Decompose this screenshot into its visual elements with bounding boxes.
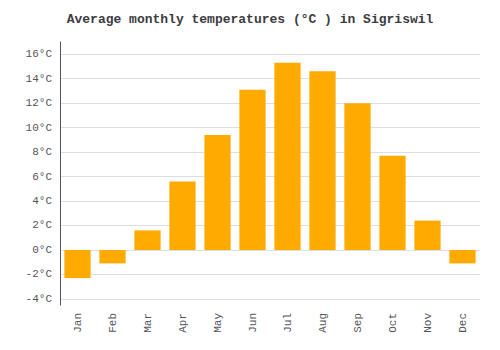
svg-text:Apr: Apr [177, 313, 189, 333]
svg-text:Oct: Oct [387, 313, 399, 333]
svg-text:-4°C: -4°C [26, 293, 53, 305]
svg-text:10°C: 10°C [26, 122, 53, 134]
svg-text:6°C: 6°C [32, 171, 52, 183]
svg-text:Average monthly temperatures (: Average monthly temperatures (°C ) in Si… [67, 12, 434, 27]
svg-text:Sep: Sep [352, 313, 364, 333]
svg-text:Dec: Dec [457, 313, 469, 333]
svg-text:Jul: Jul [282, 313, 294, 333]
svg-text:May: May [212, 313, 224, 333]
svg-text:4°C: 4°C [32, 195, 52, 207]
svg-text:14°C: 14°C [26, 73, 53, 85]
svg-text:Nov: Nov [422, 313, 434, 333]
svg-text:Mar: Mar [142, 313, 154, 333]
svg-text:16°C: 16°C [26, 48, 53, 60]
svg-text:12°C: 12°C [26, 97, 53, 109]
svg-text:0°C: 0°C [32, 244, 52, 256]
svg-text:Aug: Aug [317, 313, 329, 333]
svg-text:-2°C: -2°C [26, 268, 53, 280]
svg-text:Jan: Jan [72, 313, 84, 333]
svg-text:Feb: Feb [107, 313, 119, 333]
svg-text:Jun: Jun [247, 313, 259, 333]
svg-text:2°C: 2°C [32, 219, 52, 231]
svg-text:8°C: 8°C [32, 146, 52, 158]
